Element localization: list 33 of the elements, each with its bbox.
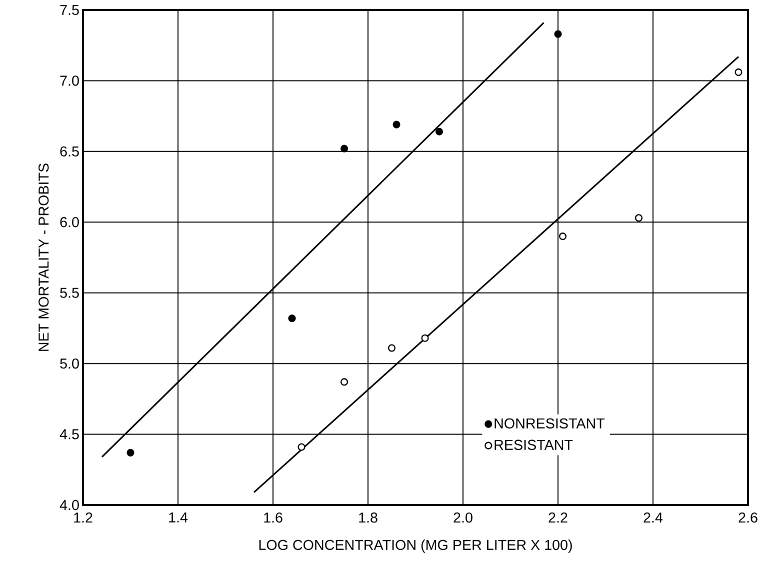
point (340, 378, 348, 386)
point (126, 448, 134, 456)
point (558, 232, 567, 240)
point (554, 30, 562, 38)
y-tick-label: 6.0 (60, 217, 79, 228)
y-tick-label: 5.0 (60, 358, 79, 369)
y-tick-label: 4.0 (60, 500, 79, 510)
y-tick-label: 6.5 (60, 146, 79, 157)
point (634, 214, 643, 222)
x-tick-label: 2.0 (454, 512, 472, 523)
x-tick-label: 1.4 (169, 512, 188, 522)
point (340, 144, 348, 152)
point (298, 443, 306, 451)
point (388, 344, 396, 352)
y-tick-label: 7.0 (60, 76, 79, 86)
x-tick-label: 2.4 (644, 512, 663, 523)
x-tick-label: 1.8 (359, 512, 378, 523)
y-tick-label: 5.5 (60, 288, 79, 298)
x-tick-label: 2.6 (738, 512, 758, 523)
point (734, 68, 742, 76)
x-tick-label: 1.2 (74, 512, 92, 523)
y-tick-label: 7.5 (60, 4, 79, 15)
x-axis-title: LOG CONCENTRATION (MG PER LITER X 100) (259, 539, 572, 553)
point (435, 128, 444, 136)
point (288, 314, 296, 322)
y-tick-label: 4.5 (60, 429, 79, 440)
legend-label: RESISTANT (494, 440, 573, 450)
point (421, 334, 429, 342)
x-tick-label: 1.6 (264, 512, 282, 523)
x-tick-label: 2.2 (548, 512, 568, 523)
y-axis-title: NET MORTALITY - PROBITS (38, 164, 49, 351)
legend-label: NONRESISTANT (494, 418, 605, 428)
point (392, 120, 400, 128)
